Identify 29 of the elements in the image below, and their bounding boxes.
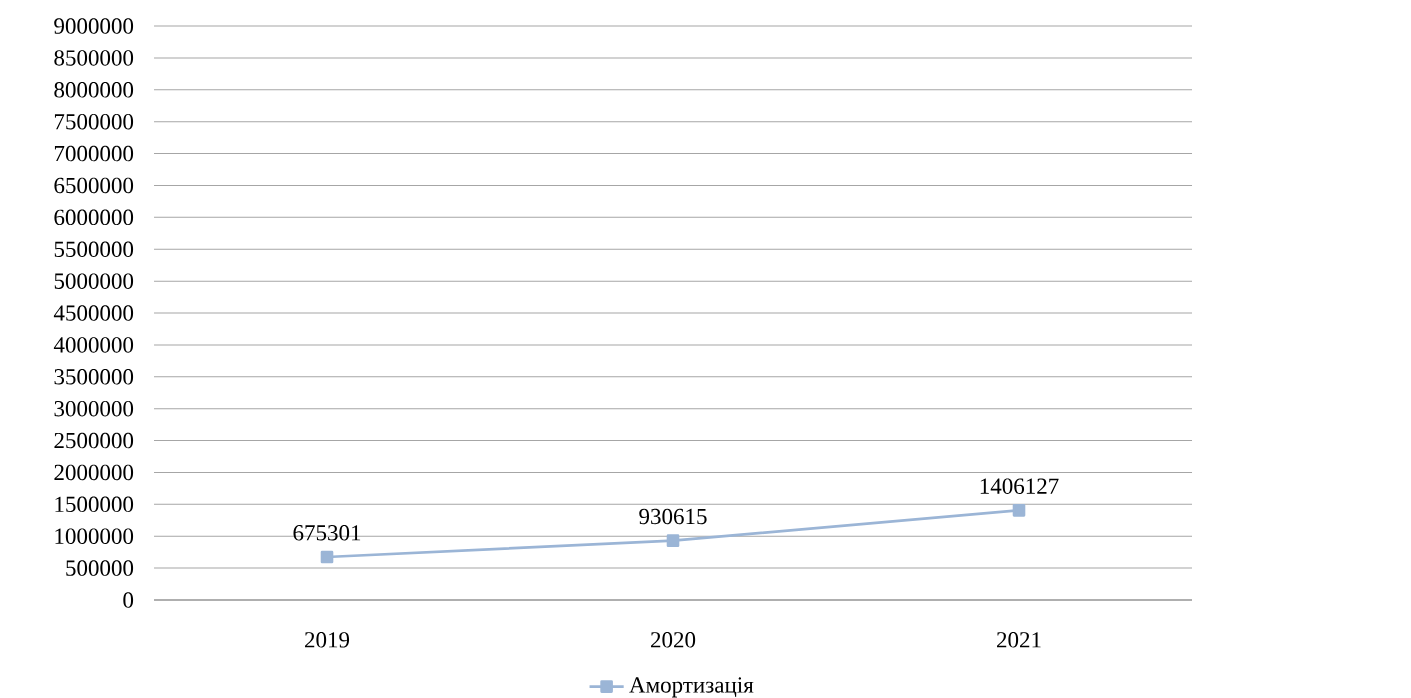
y-tick-label: 5500000 bbox=[54, 241, 134, 257]
y-tick-label: 3500000 bbox=[54, 369, 134, 385]
data-label: 675301 bbox=[293, 525, 361, 541]
point bbox=[320, 550, 334, 564]
y-tick-label: 7500000 bbox=[54, 113, 134, 130]
data-label: 930615 bbox=[639, 508, 707, 525]
y-tick-label: 3000000 bbox=[54, 400, 134, 417]
y-tick-label: 7000000 bbox=[54, 145, 134, 162]
point bbox=[666, 534, 680, 547]
y-tick-label: 9000000 bbox=[54, 18, 134, 34]
y-tick-label: 1500000 bbox=[55, 496, 134, 513]
y-tick-label: 2000000 bbox=[54, 464, 134, 481]
y-tick-label: 2500000 bbox=[54, 432, 134, 449]
y-tick-label: 8500000 bbox=[54, 50, 134, 66]
y-tick-label: 500000 bbox=[66, 560, 134, 576]
y-tick-label: 4500000 bbox=[53, 305, 134, 321]
x-tick-label: 2021 bbox=[997, 632, 1041, 648]
y-tick-label: 6000000 bbox=[54, 209, 134, 226]
y-tick-label: 5000000 bbox=[54, 273, 134, 289]
y-tick-label: 8000000 bbox=[54, 82, 134, 98]
x-tick-label: 2019 bbox=[305, 632, 350, 648]
legend-label: Амортизація bbox=[629, 677, 754, 698]
y-tick-label: 1000000 bbox=[55, 528, 134, 544]
point bbox=[1012, 504, 1026, 517]
x-tick-label: 2020 bbox=[651, 632, 696, 648]
y-tick-label: 4000000 bbox=[53, 337, 134, 353]
data-label: 1406127 bbox=[980, 478, 1059, 494]
y-tick-label: 0 bbox=[123, 592, 134, 608]
y-tick-label: 6500000 bbox=[54, 177, 134, 194]
